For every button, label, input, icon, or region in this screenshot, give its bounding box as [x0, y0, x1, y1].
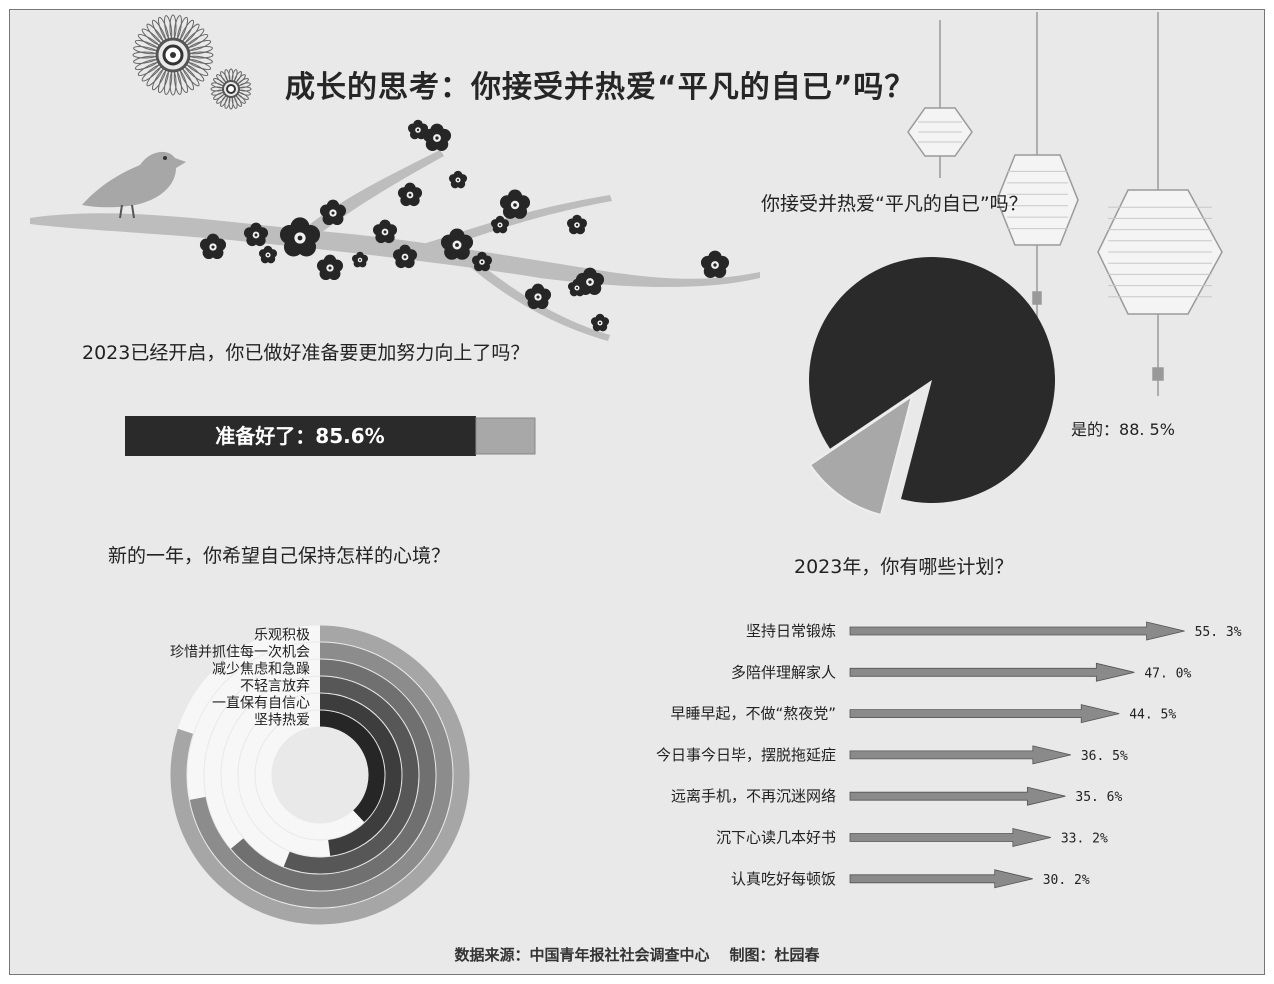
- ready-bar-value: [125, 416, 476, 456]
- source-label: 数据来源：中国青年报社社会调查中心: [454, 946, 710, 964]
- ready-label: 准备好了：: [215, 424, 316, 448]
- plan-category-label: 远离手机，不再沉迷网络: [671, 787, 836, 805]
- plan-value-label: 33. 2%: [1061, 832, 1108, 847]
- q1-question: 2023已经开启，你已做好准备要更加努力向上了吗？: [82, 342, 530, 364]
- plan-row: 认真吃好每顿饭 30. 2%: [731, 869, 1090, 889]
- plan-arrow-bar: [849, 662, 1135, 682]
- mindset-category-label: 坚持热爱: [254, 713, 310, 729]
- mindset-ring-arc: [319, 710, 385, 823]
- plan-row: 多陪伴理解家人 47. 0%: [731, 662, 1191, 682]
- pie-slice-yes: [809, 257, 1055, 503]
- plum-blossoms-icon: [199, 119, 730, 332]
- plan-arrow-bar: [849, 745, 1071, 765]
- flower-ornament-large-icon: [132, 14, 214, 96]
- mindset-category-label: 珍惜并抓住每一次机会: [170, 645, 310, 661]
- plan-category-label: 认真吃好每顿饭: [731, 870, 836, 888]
- mindset-ring-arc: [231, 659, 436, 891]
- pie-yes-value: 88. 5%: [1119, 420, 1175, 439]
- plan-row: 坚持日常锻炼 55. 3%: [746, 621, 1242, 641]
- page-title: 成长的思考：你接受并热爱“平凡的自已”吗？: [285, 70, 916, 105]
- flower-ornament-small-icon: [210, 68, 252, 110]
- plan-row: 早睡早起，不做“熬夜党” 44. 5%: [670, 704, 1176, 724]
- plan-arrow-bar: [849, 827, 1051, 848]
- plan-category-label: 坚持日常锻炼: [746, 622, 836, 640]
- source-line: 数据来源：中国青年报社社会调查中心 制图：杜园春: [0, 944, 1274, 965]
- plan-arrow-bar: [849, 621, 1185, 641]
- plan-category-label: 今日事今日毕，摆脱拖延症: [656, 746, 836, 764]
- mindset-category-label: 减少焦虑和急躁: [212, 662, 310, 678]
- plan-value-label: 55. 3%: [1195, 625, 1242, 640]
- plan-row: 今日事今日毕，摆脱拖延症 36. 5%: [656, 745, 1128, 765]
- q4-question: 2023年，你有哪些计划？: [794, 556, 1014, 578]
- plan-category-label: 早睡早起，不做“熬夜党”: [670, 705, 836, 723]
- credit-label: 制图：杜园春: [729, 946, 820, 964]
- pie-label-yes: 是的：88. 5%: [1071, 416, 1175, 440]
- plan-row: 远离手机，不再沉迷网络 35. 6%: [671, 786, 1123, 806]
- plan-value-label: 30. 2%: [1043, 873, 1090, 888]
- plan-arrow-bar: [849, 786, 1066, 806]
- mindset-ring-arc: [319, 693, 402, 856]
- ready-bar-label: 准备好了：85.6%: [125, 416, 475, 456]
- lanterns-icon: [907, 12, 1223, 396]
- plan-value-label: 36. 5%: [1081, 749, 1128, 764]
- mindset-category-label: 不轻言放弃: [240, 679, 310, 695]
- q3-question: 新的一年，你希望自己保持怎样的心境？: [108, 545, 451, 567]
- bird-icon: [82, 151, 186, 219]
- mindset-category-label: 乐观积极: [254, 628, 310, 644]
- plan-category-label: 多陪伴理解家人: [731, 663, 836, 681]
- plan-value-label: 47. 0%: [1144, 666, 1191, 681]
- pie-yes-label: 是的：: [1071, 420, 1120, 439]
- mindset-ring-arc: [283, 676, 419, 874]
- mindset-ring-arc: [189, 642, 453, 908]
- mindset-ring-arc: [170, 625, 470, 925]
- mindset-category-label: 一直保有自信心: [212, 695, 310, 712]
- plan-category-label: 沉下心读几本好书: [716, 829, 836, 847]
- plan-value-label: 35. 6%: [1075, 790, 1122, 805]
- q2-question: 你接受并热爱“平凡的自已”吗？: [761, 193, 1028, 215]
- plan-row: 沉下心读几本好书 33. 2%: [716, 827, 1108, 848]
- ready-bar-remainder: [475, 417, 536, 455]
- plan-arrow-bar: [849, 869, 1033, 889]
- plan-arrow-bar: [849, 704, 1120, 724]
- plan-value-label: 44. 5%: [1129, 708, 1176, 723]
- pie-slice-other: [808, 393, 914, 517]
- ready-value: 85.6%: [315, 424, 385, 448]
